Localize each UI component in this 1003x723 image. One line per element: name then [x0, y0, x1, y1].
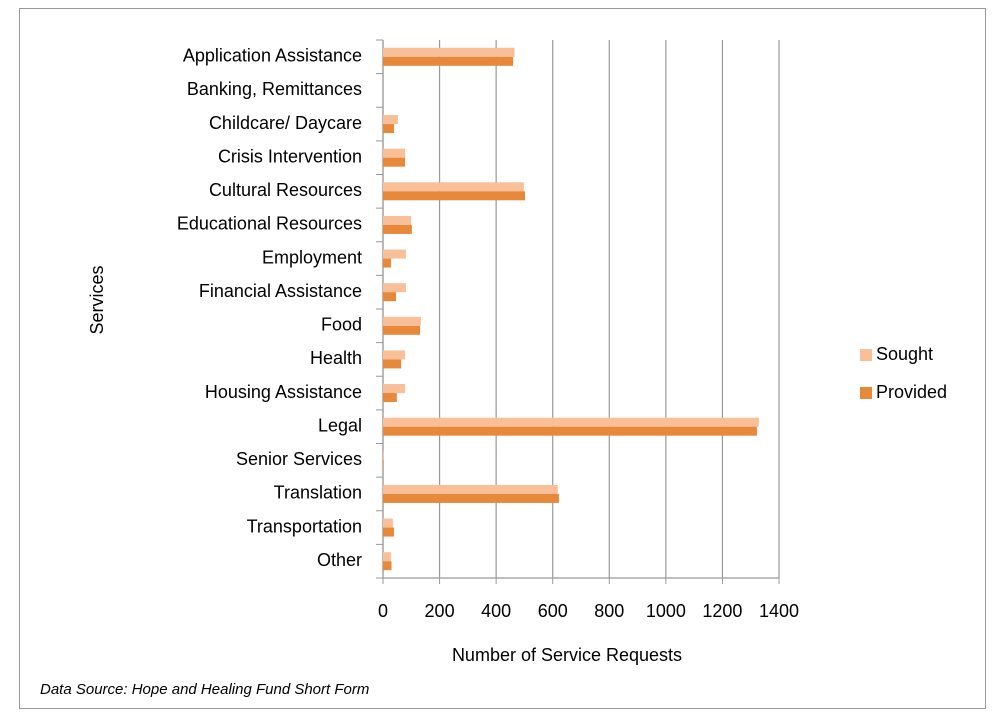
legend-label: Sought [876, 344, 933, 364]
bar [383, 561, 392, 571]
y-tick-label: Legal [318, 415, 362, 435]
x-tick-label: 1000 [646, 601, 686, 621]
bar [383, 460, 384, 470]
y-tick-label: Food [321, 315, 362, 335]
bar [383, 283, 406, 293]
bar [383, 417, 759, 427]
bar [383, 124, 395, 134]
bar [383, 292, 397, 302]
y-tick-label: Educational Resources [177, 214, 362, 234]
bar [383, 518, 393, 528]
y-tick-label: Application Assistance [183, 46, 362, 66]
bar [383, 426, 757, 436]
bar [383, 215, 412, 225]
bar [383, 191, 525, 201]
bar [383, 484, 558, 494]
bar [383, 224, 412, 234]
bar [383, 350, 406, 360]
legend-swatch [860, 349, 872, 361]
y-tick-label: Housing Assistance [205, 382, 362, 402]
x-tick-label: 400 [481, 601, 511, 621]
legend-label: Provided [876, 382, 947, 402]
bar [383, 258, 391, 268]
bar [383, 393, 397, 403]
bar [383, 316, 421, 326]
y-tick-label: Childcare/ Daycare [209, 113, 362, 133]
x-tick-label: 1200 [702, 601, 742, 621]
bar [383, 115, 398, 125]
x-tick-label: 800 [594, 601, 624, 621]
y-tick-label: Health [310, 348, 362, 368]
bar [383, 451, 384, 461]
x-axis-label: Number of Service Requests [452, 645, 682, 665]
x-tick-label: 200 [425, 601, 455, 621]
bar [383, 325, 421, 335]
bar [383, 359, 402, 369]
y-tick-label: Financial Assistance [199, 281, 362, 301]
y-tick-label: Banking, Remittances [187, 79, 362, 99]
source-note: Data Source: Hope and Healing Fund Short… [40, 681, 369, 698]
bar [383, 182, 524, 192]
x-tick-label: 0 [378, 601, 388, 621]
y-tick-label: Employment [262, 247, 362, 267]
y-tick-label: Senior Services [236, 449, 362, 469]
y-tick-label: Cultural Resources [209, 180, 362, 200]
bar [383, 384, 406, 394]
bar [383, 148, 406, 158]
legend-swatch [860, 387, 872, 399]
bar [383, 56, 514, 66]
x-tick-label: 600 [538, 601, 568, 621]
y-tick-label: Translation [274, 483, 362, 503]
y-tick-label: Other [317, 550, 362, 570]
bar [383, 157, 406, 167]
y-tick-label: Transportation [247, 516, 362, 536]
y-tick-label: Crisis Intervention [218, 146, 362, 166]
bar [383, 527, 395, 537]
bar [383, 552, 391, 562]
bar [383, 249, 406, 259]
x-tick-label: 1400 [759, 601, 799, 621]
bar [383, 493, 559, 503]
y-axis-label: Services [87, 265, 107, 334]
frame [19, 8, 986, 709]
bar [383, 47, 515, 57]
